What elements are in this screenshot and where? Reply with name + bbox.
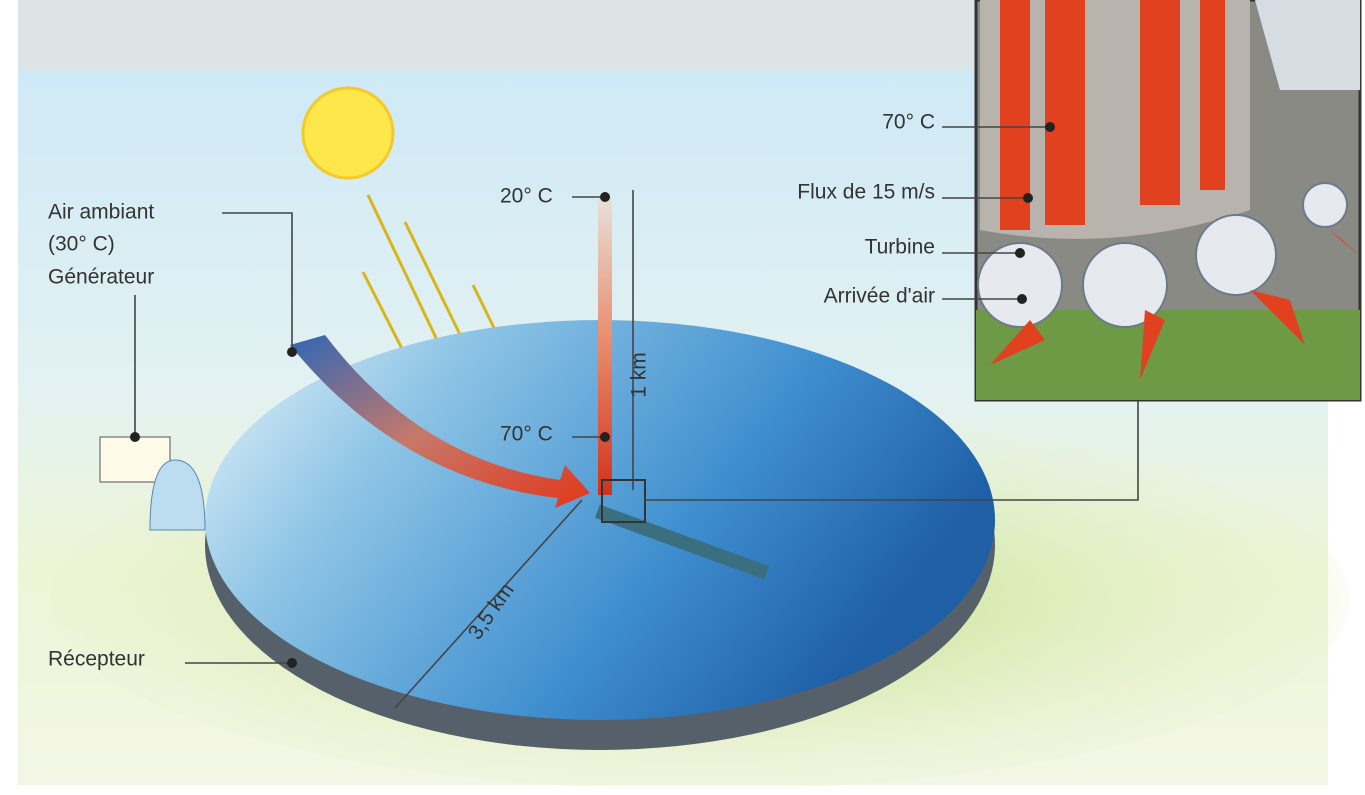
- leader-dot: [600, 432, 610, 442]
- leader-dot: [1045, 122, 1055, 132]
- leader-dot: [130, 432, 140, 442]
- leader-dot: [1017, 294, 1027, 304]
- label: Générateur: [48, 266, 154, 289]
- airflow-arrow: [290, 335, 590, 508]
- leader-dot: [287, 658, 297, 668]
- radius-line: [394, 499, 583, 709]
- zoom-line: [645, 400, 1139, 501]
- shadow: [595, 504, 769, 580]
- leader-dot: [600, 192, 610, 202]
- leader: [222, 212, 293, 350]
- inset-label: Turbine: [865, 236, 935, 259]
- temp-label: 20° C: [500, 185, 553, 208]
- leader-dot: [1015, 248, 1025, 258]
- label: Air ambiant: [48, 201, 154, 224]
- turbine-house: [149, 459, 206, 531]
- leader-dot: [287, 347, 297, 357]
- generator: [99, 436, 171, 483]
- leader-dot: [1023, 193, 1033, 203]
- zoom-box: [601, 479, 646, 523]
- temp-label: 70° C: [500, 423, 553, 446]
- label: Récepteur: [48, 648, 145, 671]
- inset-label: Flux de 15 m/s: [797, 181, 935, 204]
- label: (30° C): [48, 233, 115, 256]
- tower: [598, 195, 612, 495]
- inset: [974, 0, 1362, 402]
- sun: [301, 86, 395, 180]
- inset-label: 70° C: [882, 111, 935, 134]
- inset-label: Arrivée d'air: [824, 285, 935, 308]
- height-label: 1 km: [628, 352, 651, 398]
